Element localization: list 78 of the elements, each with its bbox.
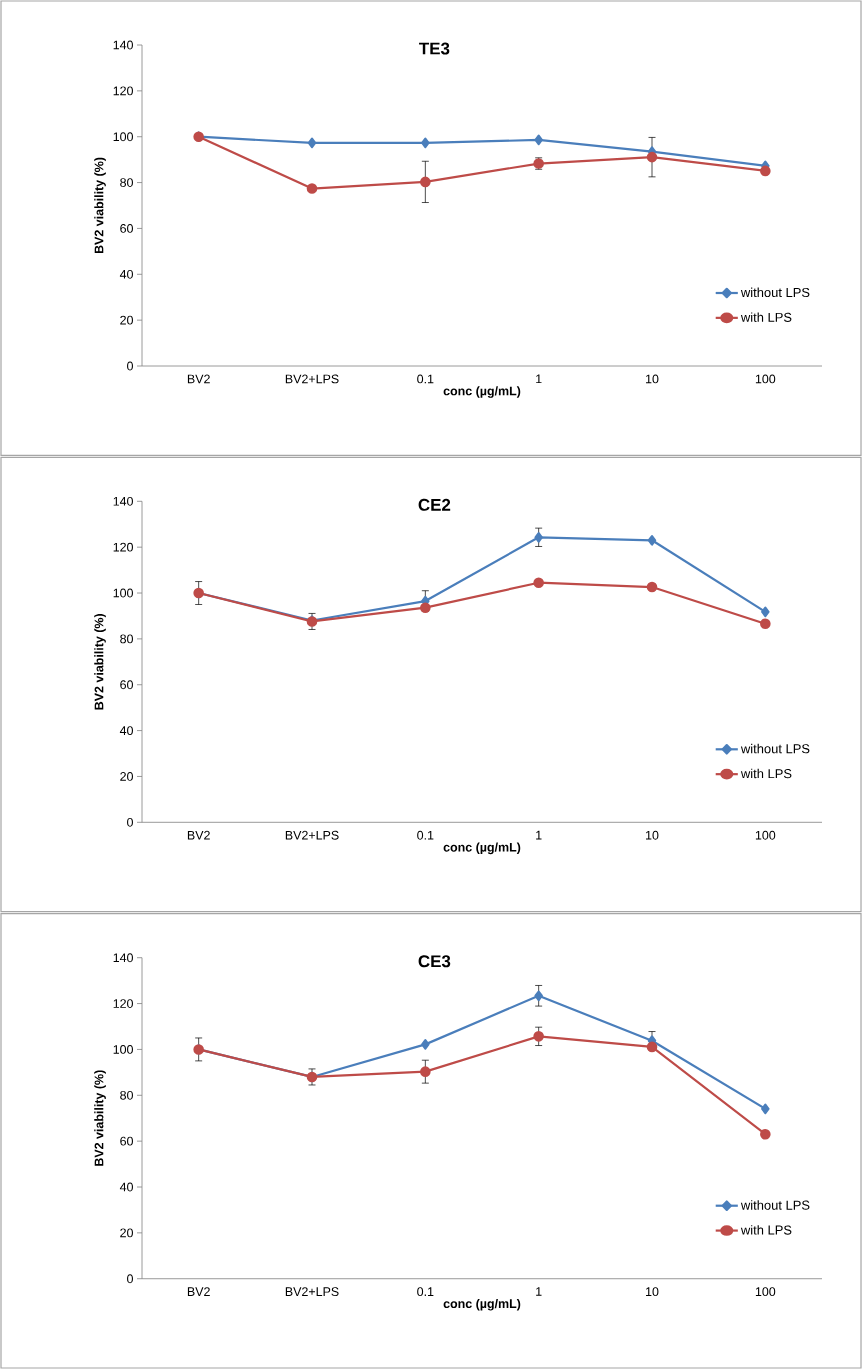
x-tick-label: 1 — [536, 830, 542, 840]
y-tick-label: 60 — [120, 680, 133, 690]
x-tick-label: 0.1 — [417, 374, 434, 384]
y-tick-label: 140 — [113, 40, 133, 50]
y-tick-label: 40 — [119, 1182, 133, 1192]
point — [307, 137, 317, 149]
y-tick-label: 100 — [113, 1045, 133, 1054]
x-tick-label: BV2 — [187, 1287, 210, 1296]
y-tick-label: 40 — [119, 269, 133, 279]
legend-label: with LPS — [740, 312, 792, 322]
x-tick-label: 100 — [755, 830, 776, 840]
x-axis-title: conc (µg/mL) — [443, 1298, 521, 1311]
y-tick-label: 100 — [113, 588, 133, 598]
point — [761, 606, 770, 618]
x-tick-label: 1 — [536, 1287, 542, 1296]
y-tick-label: 0 — [127, 817, 133, 827]
legend-label: with LPS — [740, 1225, 792, 1235]
point — [647, 534, 657, 546]
legend-label: without LPS — [740, 743, 810, 754]
y-tick-label: 60 — [120, 1136, 133, 1146]
y-tick-label: 20 — [120, 1228, 133, 1238]
point — [533, 1031, 544, 1042]
point — [534, 990, 543, 1002]
y-tick-label: 120 — [113, 999, 133, 1008]
y-tick-label: 100 — [113, 132, 133, 142]
chart-title: CE3 — [418, 955, 451, 968]
x-tick-label: BV2 — [187, 830, 210, 840]
y-axis-title: BV2 viability (%) — [94, 157, 106, 254]
point — [306, 183, 318, 194]
y-tick-label: 40 — [119, 726, 133, 736]
x-tick-label: 10 — [646, 374, 659, 384]
y-tick-label: 0 — [127, 1274, 133, 1284]
point — [761, 1103, 770, 1115]
y-tick-label: 140 — [113, 953, 133, 963]
point — [420, 176, 431, 188]
point — [420, 1066, 431, 1077]
chart-title: TE3 — [419, 42, 450, 55]
y-tick-label: 20 — [120, 315, 133, 325]
y-tick-label: 140 — [113, 496, 133, 506]
x-tick-label: 0.1 — [417, 1287, 434, 1297]
legend-label: with LPS — [740, 768, 792, 779]
x-tick-label: BV2+LPS — [285, 374, 339, 384]
x-tick-label: BV2+LPS — [285, 830, 339, 840]
point — [421, 137, 430, 149]
y-tick-label: 20 — [120, 772, 133, 781]
y-tick-label: 80 — [120, 1090, 133, 1100]
point — [534, 532, 543, 543]
y-axis-title: BV2 viability (%) — [94, 613, 106, 710]
x-axis-title: conc (µg/mL) — [443, 842, 521, 855]
point — [646, 1041, 658, 1053]
x-tick-label: BV2+LPS — [285, 1287, 339, 1297]
y-tick-label: 80 — [120, 178, 133, 187]
x-tick-label: 0.1 — [417, 830, 434, 840]
point — [421, 1039, 430, 1050]
point — [534, 134, 543, 146]
point — [760, 618, 771, 630]
point — [420, 602, 431, 613]
y-tick-label: 60 — [120, 224, 133, 233]
x-tick-label: BV2 — [187, 374, 210, 384]
point — [646, 151, 658, 163]
y-tick-label: 120 — [113, 86, 133, 96]
point — [533, 577, 544, 589]
x-tick-label: 10 — [646, 1287, 659, 1297]
y-axis-title: BV2 viability (%) — [94, 1070, 106, 1166]
y-tick-label: 0 — [127, 361, 133, 371]
y-tick-label: 80 — [120, 634, 133, 644]
x-tick-label: 10 — [646, 830, 659, 840]
legend-label: without LPS — [740, 287, 810, 298]
x-tick-label: 1 — [536, 374, 542, 384]
x-axis-title: conc (µg/mL) — [443, 386, 521, 398]
y-tick-label: 120 — [113, 542, 133, 552]
x-tick-label: 100 — [755, 374, 776, 384]
point — [760, 165, 771, 177]
legend-label: without LPS — [740, 1200, 810, 1210]
point — [646, 581, 658, 593]
chart-title: CE2 — [418, 498, 451, 511]
point — [760, 1128, 771, 1140]
x-tick-label: 100 — [755, 1287, 776, 1297]
